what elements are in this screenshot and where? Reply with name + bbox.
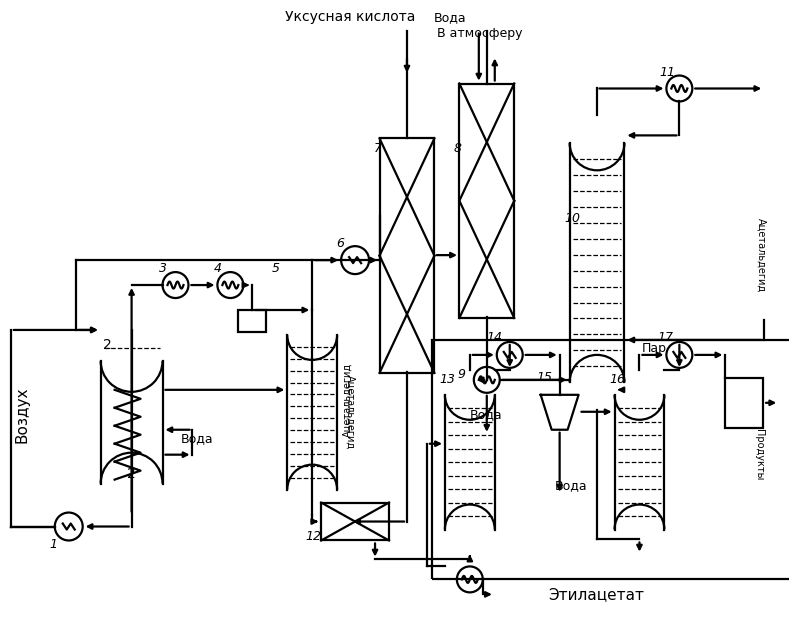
Circle shape [497, 342, 523, 368]
Text: Воздух: Воздух [15, 386, 30, 443]
Bar [239, 310, 266, 332]
Circle shape [217, 272, 243, 298]
Text: Вода: Вода [180, 432, 213, 445]
Bar [459, 83, 514, 318]
Text: Ацетальдегид: Ацетальдегид [756, 218, 766, 292]
Text: 17: 17 [657, 332, 673, 345]
Text: 16: 16 [610, 373, 626, 386]
Circle shape [55, 513, 83, 541]
Text: 11: 11 [660, 66, 675, 79]
Circle shape [341, 246, 369, 274]
Text: Этилацетат: Этилацетат [548, 587, 645, 602]
Bar [322, 503, 389, 541]
Circle shape [163, 272, 189, 298]
Bar [379, 138, 435, 373]
Circle shape [457, 567, 483, 592]
Text: В атмосферу: В атмосферу [437, 27, 522, 40]
Text: Ацетальдегид: Ацетальдегид [342, 363, 352, 437]
Text: 1: 1 [50, 538, 58, 551]
Text: Вода: Вода [434, 11, 466, 24]
Text: Пар: Пар [641, 342, 667, 355]
Circle shape [667, 342, 692, 368]
Text: Вода: Вода [470, 408, 502, 420]
Text: 10: 10 [565, 211, 581, 225]
Text: 15: 15 [536, 371, 553, 384]
Text: 9: 9 [458, 368, 466, 381]
Text: 7: 7 [374, 142, 382, 155]
Text: Ацетальдегид: Ацетальдегид [345, 374, 356, 449]
Bar [725, 378, 763, 428]
Bar [432, 340, 790, 580]
Circle shape [474, 367, 500, 393]
Text: 5: 5 [271, 262, 280, 274]
Text: 6: 6 [336, 236, 344, 249]
Text: 13: 13 [440, 373, 456, 386]
Text: Уксусная кислота: Уксусная кислота [285, 10, 416, 24]
Text: Продукты: Продукты [754, 429, 764, 480]
Text: 4: 4 [213, 262, 221, 274]
Text: Вода: Вода [555, 480, 587, 493]
Text: 2: 2 [127, 467, 136, 481]
Text: 8: 8 [454, 142, 462, 155]
Text: 3: 3 [159, 262, 167, 274]
Text: 12: 12 [305, 530, 322, 543]
Circle shape [667, 75, 692, 101]
Text: 14: 14 [487, 332, 502, 345]
Text: 2: 2 [103, 338, 112, 352]
